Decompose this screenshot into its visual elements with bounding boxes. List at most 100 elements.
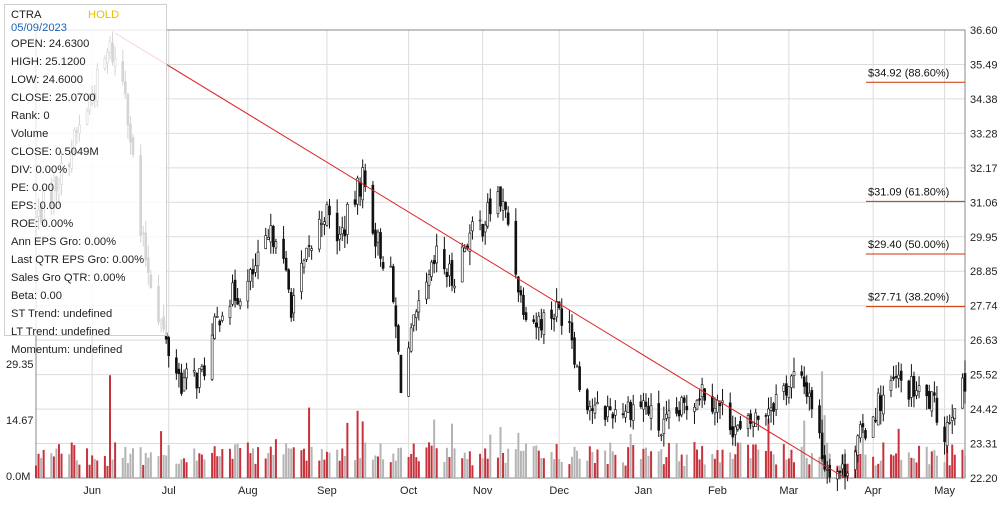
- candle-body: [930, 391, 934, 412]
- candle-body: [859, 424, 862, 439]
- candle-body: [254, 265, 257, 273]
- trend-line: [114, 32, 846, 479]
- volume-bar: [489, 434, 492, 478]
- candle-body: [657, 403, 661, 431]
- candle-body: [739, 421, 742, 429]
- candle-body: [764, 415, 768, 417]
- candle-body: [213, 316, 216, 339]
- candle-body: [542, 312, 546, 336]
- price-tick-label: 28.85: [970, 266, 998, 278]
- volume-bar: [729, 452, 732, 478]
- volume-bar: [537, 450, 540, 478]
- candle-body: [425, 281, 428, 300]
- candle-body: [177, 368, 181, 375]
- info-line: LT Trend: undefined: [11, 326, 111, 338]
- volume-bar: [864, 454, 867, 478]
- volume-bar: [644, 447, 647, 478]
- volume-bar: [88, 464, 91, 478]
- candle-body: [524, 312, 528, 320]
- volume-bar: [200, 454, 203, 478]
- candle-body: [820, 432, 824, 459]
- volume-bar: [818, 456, 821, 478]
- candle-body: [588, 405, 592, 412]
- candle-body: [488, 198, 492, 215]
- volume-bar: [310, 446, 313, 478]
- volume-bar: [790, 449, 793, 478]
- volume-bar: [430, 445, 433, 478]
- candle-body: [486, 202, 490, 227]
- volume-bar: [496, 457, 499, 478]
- candle-body: [925, 384, 929, 397]
- volume-bar: [264, 458, 267, 478]
- volume-bar: [185, 462, 188, 478]
- volume-bar: [805, 458, 808, 478]
- candle-body: [933, 392, 936, 396]
- info-line: Ann EPS Gro: 0.00%: [11, 236, 117, 248]
- candle-body: [381, 262, 385, 269]
- month-tick-label: Apr: [865, 485, 882, 497]
- candle-body: [317, 219, 321, 250]
- candle-body: [915, 390, 918, 396]
- volume-bar: [535, 445, 538, 478]
- volume-bar: [874, 465, 877, 478]
- candle-body: [412, 314, 416, 326]
- ticker-symbol: CTRA: [11, 9, 42, 21]
- candle-body: [203, 365, 206, 377]
- volume-bar: [481, 458, 484, 478]
- candle-body: [662, 418, 666, 434]
- volume-bar: [629, 433, 632, 478]
- volume-bar: [341, 448, 344, 478]
- volume-bar: [397, 447, 400, 478]
- volume-bar: [354, 460, 357, 478]
- volume-bar: [948, 465, 951, 478]
- candle-body: [264, 235, 267, 249]
- candle-body: [519, 290, 523, 296]
- volume-bar: [468, 451, 471, 478]
- volume-bar: [782, 444, 785, 478]
- volume-bar: [683, 465, 686, 478]
- volume-bar: [558, 458, 561, 478]
- volume-bar: [879, 460, 882, 478]
- month-tick-label: Feb: [708, 485, 727, 497]
- volume-bar: [731, 458, 734, 478]
- volume-bar: [479, 453, 482, 478]
- candle-body: [346, 203, 349, 235]
- fib-level-label: $31.09 (61.80%): [868, 186, 949, 198]
- candle-body: [879, 395, 883, 411]
- volume-bar: [131, 448, 134, 478]
- volume-bar: [892, 455, 895, 478]
- candle-body: [376, 231, 380, 243]
- volume-bar: [624, 465, 627, 478]
- price-tick-label: 24.42: [970, 404, 998, 416]
- volume-bar: [78, 464, 81, 478]
- candle-body: [596, 402, 599, 405]
- candle-body: [552, 318, 556, 320]
- volume-bar: [946, 446, 949, 478]
- month-tick-label: Sep: [317, 485, 337, 497]
- volume-bar: [614, 454, 617, 478]
- volume-bar: [915, 462, 918, 478]
- candle-body: [443, 249, 446, 270]
- volume-bar: [300, 450, 303, 478]
- volume-bar: [124, 446, 127, 478]
- candle-body: [703, 388, 706, 401]
- volume-bar: [35, 465, 37, 478]
- candle-body: [897, 374, 900, 379]
- candle-body: [912, 375, 916, 397]
- volume-bar: [532, 446, 535, 478]
- volume-bar: [586, 460, 589, 478]
- volume-bar: [371, 459, 374, 478]
- volume-bar: [129, 453, 132, 478]
- month-tick-label: Jan: [635, 485, 653, 497]
- candle-body: [649, 405, 653, 419]
- fib-level-label: $27.71 (38.20%): [868, 292, 949, 304]
- candle-body: [961, 377, 964, 409]
- candle-body: [713, 408, 717, 414]
- volume-bar: [428, 442, 431, 478]
- volume-bar: [803, 420, 806, 478]
- volume-bar: [91, 455, 94, 478]
- candle-body: [218, 320, 222, 326]
- volume-bar: [882, 442, 885, 478]
- candle-body: [356, 177, 359, 205]
